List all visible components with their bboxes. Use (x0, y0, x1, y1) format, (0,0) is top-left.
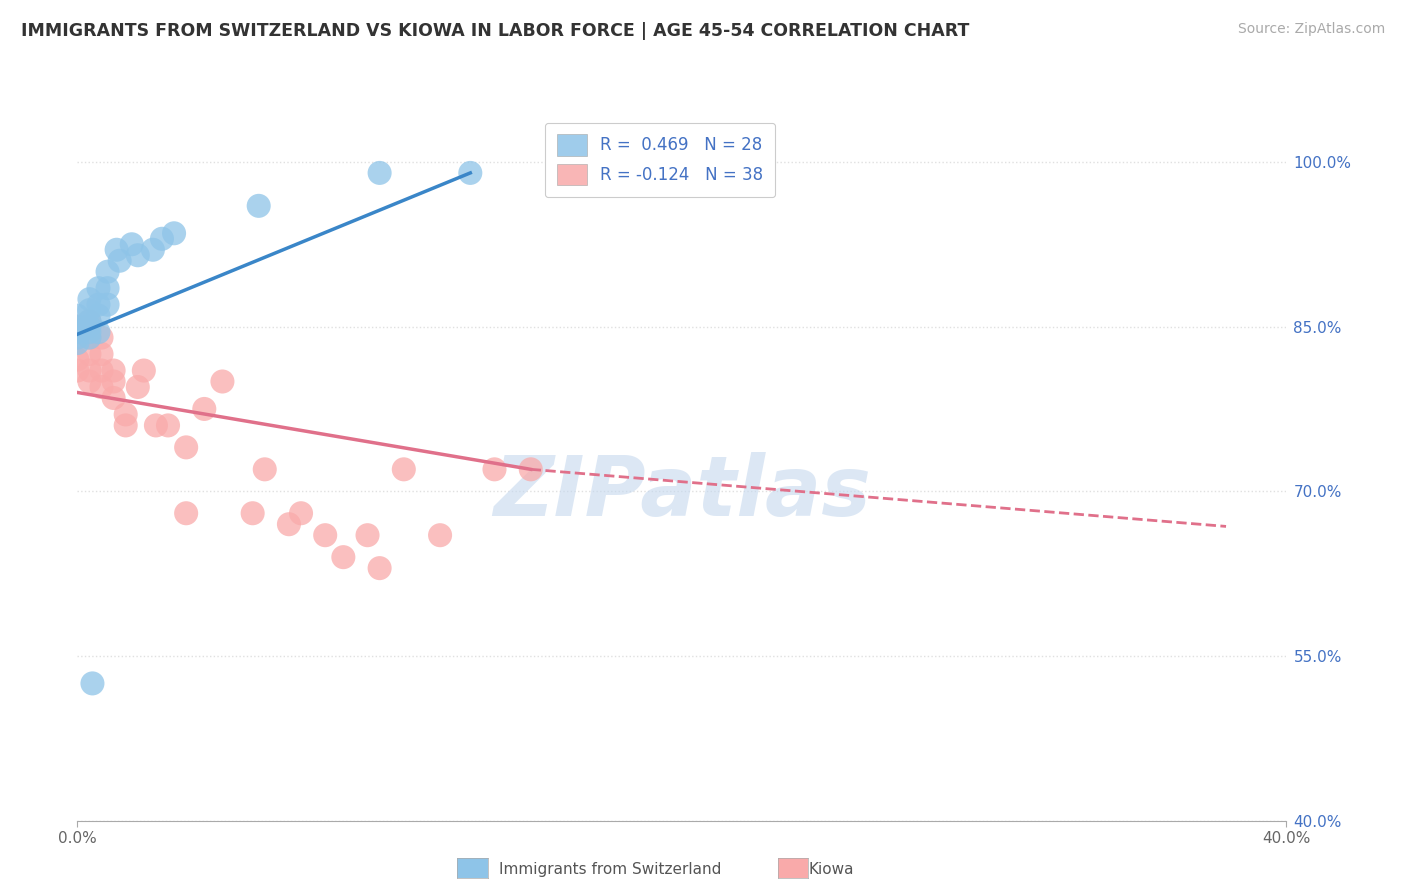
Point (132, 363, 155, 377)
Point (356, 528, 378, 542)
Point (150, 232, 173, 246)
Point (484, 462, 506, 476)
Point (79, 314, 101, 328)
Point (79, 325, 101, 339)
Point (114, 418, 136, 433)
Point (87, 298, 110, 312)
Point (103, 391, 125, 405)
Point (127, 248, 149, 262)
Point (79, 319, 101, 334)
Point (193, 401, 215, 416)
Point (79, 292, 101, 306)
Point (87, 309, 110, 323)
Legend: R =  0.469   N = 28, R = -0.124   N = 38: R = 0.469 N = 28, R = -0.124 N = 38 (546, 122, 775, 197)
Point (332, 550, 354, 565)
Point (90, 347, 112, 361)
Point (108, 253, 131, 268)
Point (79, 363, 101, 377)
Point (66, 309, 89, 323)
Point (103, 363, 125, 377)
Point (174, 506, 197, 520)
Point (66, 319, 89, 334)
Point (103, 375, 125, 389)
Point (247, 199, 270, 213)
Point (66, 363, 89, 377)
Point (392, 462, 415, 476)
Point (96, 281, 118, 295)
Text: ZIPatlas: ZIPatlas (494, 452, 870, 533)
Point (90, 363, 112, 377)
Point (253, 462, 276, 476)
Point (429, 528, 451, 542)
Point (66, 352, 89, 367)
Point (290, 506, 312, 520)
Point (96, 265, 118, 279)
Point (278, 517, 301, 532)
Point (96, 298, 118, 312)
Point (90, 330, 112, 344)
Text: Immigrants from Switzerland: Immigrants from Switzerland (499, 863, 721, 877)
Point (174, 441, 197, 455)
Point (90, 380, 112, 394)
Point (79, 330, 101, 344)
Point (114, 408, 136, 422)
Point (314, 528, 336, 542)
Point (520, 462, 543, 476)
Point (79, 330, 101, 344)
Point (79, 303, 101, 318)
Point (87, 281, 110, 295)
Point (368, 166, 391, 180)
Point (79, 375, 101, 389)
Text: Source: ZipAtlas.com: Source: ZipAtlas.com (1237, 22, 1385, 37)
Text: IMMIGRANTS FROM SWITZERLAND VS KIOWA IN LABOR FORCE | AGE 45-54 CORRELATION CHAR: IMMIGRANTS FROM SWITZERLAND VS KIOWA IN … (21, 22, 970, 40)
Point (242, 506, 264, 520)
Point (79, 347, 101, 361)
Point (66, 330, 89, 344)
Point (121, 237, 143, 252)
Point (82, 676, 104, 690)
Point (163, 227, 186, 241)
Text: Kiowa: Kiowa (808, 863, 853, 877)
Point (66, 325, 89, 339)
Point (157, 418, 180, 433)
Point (211, 375, 233, 389)
Point (105, 243, 128, 257)
Point (127, 380, 149, 394)
Point (79, 314, 101, 328)
Point (66, 330, 89, 344)
Point (66, 336, 89, 351)
Point (66, 319, 89, 334)
Point (142, 243, 165, 257)
Point (460, 166, 482, 180)
Point (87, 325, 110, 339)
Point (145, 418, 167, 433)
Point (368, 561, 391, 575)
